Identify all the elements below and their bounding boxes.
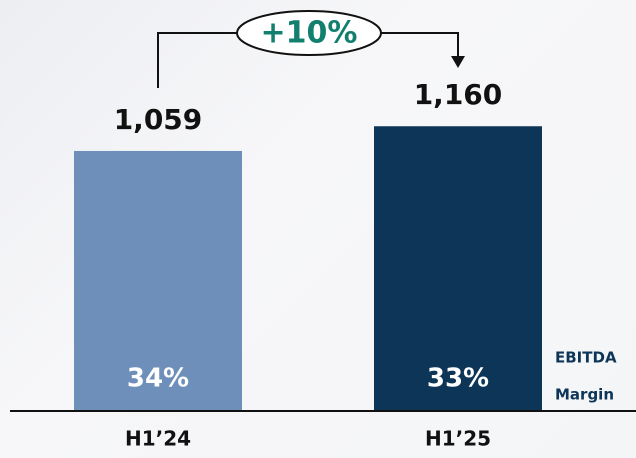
bar (74, 150, 242, 410)
legend-line: Margin (555, 386, 614, 404)
margin-label: 34% (127, 364, 189, 394)
x-tick-label: H1’24 (125, 427, 191, 451)
growth-oval (236, 10, 382, 56)
legend-line: EBITDA (555, 349, 617, 367)
growth-label: +10% (261, 16, 358, 51)
growth-bracket (157, 32, 459, 88)
value-label: 1,059 (114, 103, 203, 136)
x-tick-label: H1’25 (425, 427, 491, 451)
bar (374, 126, 542, 410)
margin-label: 33% (427, 364, 489, 394)
value-label: 1,160 (414, 78, 503, 111)
growth-arrowhead (451, 56, 465, 68)
